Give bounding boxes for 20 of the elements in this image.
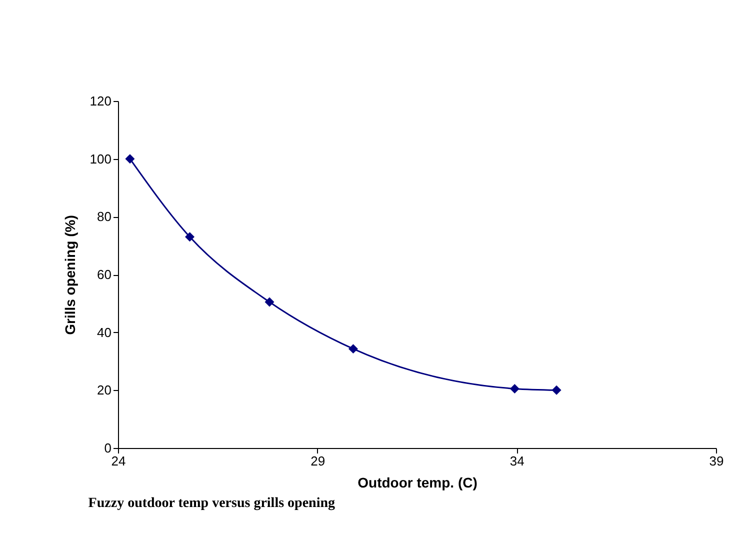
y-tick-label: 40 xyxy=(97,324,112,340)
point xyxy=(552,385,562,395)
x-tick-label: 34 xyxy=(510,454,524,468)
x-tick-label: 39 xyxy=(709,454,724,468)
point xyxy=(125,154,135,164)
y-tick-label: 60 xyxy=(97,267,112,282)
y-tick-label: 100 xyxy=(90,151,112,166)
point xyxy=(510,384,520,394)
y-tick-label: 0 xyxy=(104,440,112,456)
x-tick-label: 29 xyxy=(310,454,326,468)
point xyxy=(348,344,358,354)
y-tick-label: 80 xyxy=(97,209,112,224)
y-tick-label: 20 xyxy=(97,382,112,398)
y-tick-label: 120 xyxy=(90,94,112,108)
x-axis-title: Outdoor temp. (C) xyxy=(358,474,478,490)
x-tick-label: 24 xyxy=(111,454,126,468)
point xyxy=(185,232,195,242)
y-axis-title: Grills opening (%) xyxy=(62,215,78,335)
text: Fuzzy outdoor temp versus grills opening xyxy=(88,496,336,511)
point xyxy=(264,297,274,307)
